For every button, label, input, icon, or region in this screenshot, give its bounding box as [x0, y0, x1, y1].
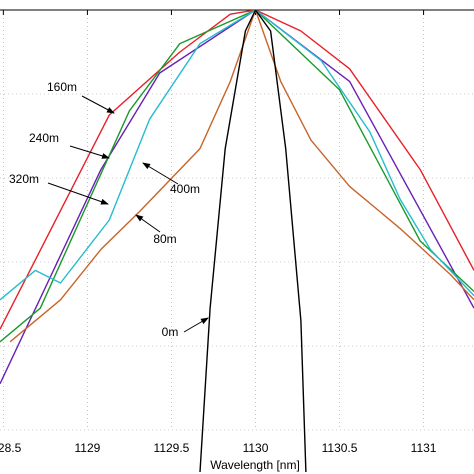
series-label: 0m: [162, 325, 179, 339]
arrow: [81, 95, 115, 114]
series-label: 400m: [170, 182, 200, 196]
arrow: [47, 182, 109, 205]
series-label: 80m: [153, 232, 176, 246]
series-label: 160m: [47, 80, 77, 94]
series-label: 240m: [29, 131, 59, 145]
x-tick-label: 1129.5: [154, 441, 190, 455]
x-tick-label: 1131: [411, 441, 437, 455]
series-line: [0, 10, 474, 343]
arrow: [135, 214, 161, 233]
grid: [0, 9, 474, 431]
annotation-arrows: [47, 95, 209, 333]
arrow: [183, 317, 209, 333]
arrow: [69, 145, 110, 159]
series-line: [199, 10, 307, 473]
x-tick-label: 1129: [74, 441, 100, 455]
lines: [0, 10, 474, 473]
series-line: [0, 10, 474, 330]
labels: 1128.511291129.511301130.511311131.5160m…: [0, 80, 437, 455]
series-line: [0, 10, 474, 301]
x-tick-label: 1130: [243, 441, 269, 455]
series-label: 320m: [9, 172, 39, 186]
x-axis-label: Wavelength [nm]: [210, 458, 300, 472]
series-line: [0, 10, 474, 385]
x-tick-label: 1128.5: [0, 441, 22, 455]
arrow: [142, 162, 179, 185]
x-tick-label: 1130.5: [322, 441, 358, 455]
series-line: [9, 10, 474, 343]
